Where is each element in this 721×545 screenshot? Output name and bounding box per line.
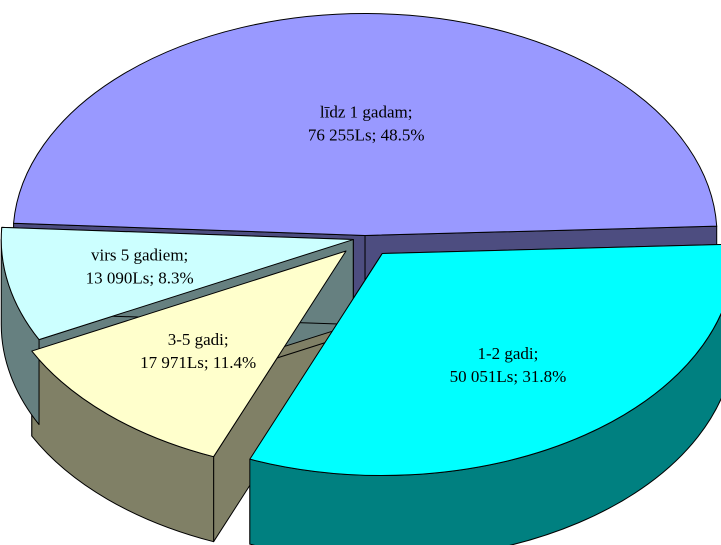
slice-value-label: 50 051Ls; 31.8% (450, 367, 567, 386)
slice-label: līdz 1 gadam; (320, 102, 413, 121)
slice-value-label: 76 255Ls; 48.5% (308, 125, 425, 144)
slice-label: virs 5 gadiem; (91, 246, 188, 265)
slice (13, 13, 718, 236)
slice (31, 250, 347, 458)
slice (0, 226, 354, 341)
slice-value-label: 13 090Ls; 8.3% (86, 269, 194, 288)
slice-value-label: 17 971Ls; 11.4% (140, 353, 256, 372)
slice (249, 244, 721, 476)
slice-label: 1-2 gadi; (477, 344, 538, 363)
slice-label: 3-5 gadi; (168, 330, 229, 349)
